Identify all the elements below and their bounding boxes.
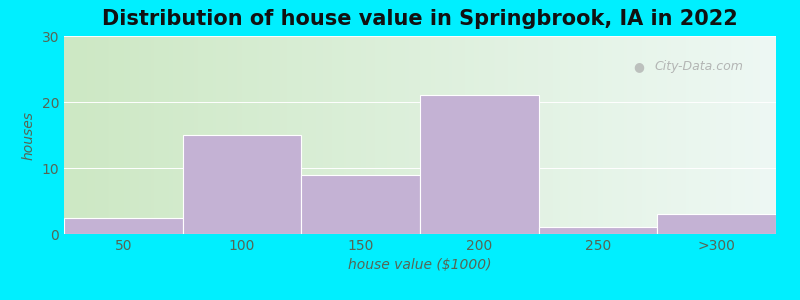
X-axis label: house value ($1000): house value ($1000) — [348, 258, 492, 272]
Bar — [182, 135, 302, 234]
Text: City-Data.com: City-Data.com — [655, 60, 744, 73]
Text: ●: ● — [634, 60, 645, 73]
Bar — [64, 218, 182, 234]
Bar — [658, 214, 776, 234]
Bar — [538, 227, 658, 234]
Title: Distribution of house value in Springbrook, IA in 2022: Distribution of house value in Springbro… — [102, 9, 738, 29]
Y-axis label: houses: houses — [22, 110, 36, 160]
Bar — [302, 175, 420, 234]
Bar — [420, 95, 538, 234]
